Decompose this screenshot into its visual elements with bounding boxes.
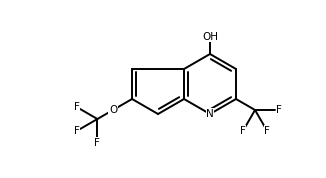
Text: F: F [74, 102, 80, 112]
Text: O: O [109, 105, 117, 115]
Text: F: F [264, 126, 270, 136]
Text: F: F [240, 126, 246, 136]
Text: F: F [74, 126, 80, 136]
Text: OH: OH [202, 32, 218, 41]
Text: N: N [206, 109, 214, 119]
Text: F: F [276, 105, 282, 115]
Text: F: F [95, 138, 100, 148]
